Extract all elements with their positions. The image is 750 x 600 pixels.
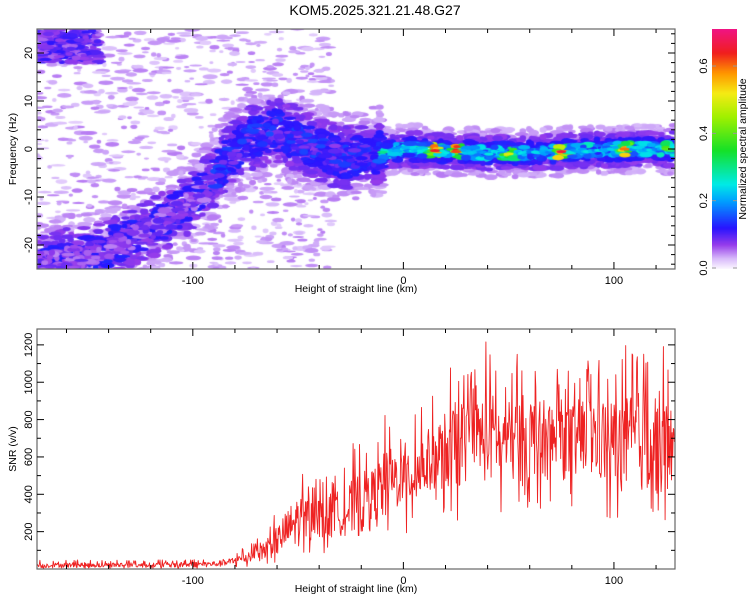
snr-ytick-label: 200 [23, 522, 35, 540]
spectrogram-xtick-label: 0 [400, 275, 406, 287]
snr-ytick-label: 800 [23, 410, 35, 428]
colorbar-tick-label: 0.6 [698, 58, 710, 73]
snr-ylabel: SNR (v/v) [7, 426, 19, 472]
spectrogram-ytick-label: -10 [23, 189, 35, 205]
snr-ytick-label: 1200 [23, 333, 35, 357]
colorbar-tick-label: 0.0 [698, 260, 710, 275]
snr-xtick-label: -100 [182, 575, 204, 587]
colorbar-gradient [712, 29, 737, 269]
snr-xlabel: Height of straight line (km) [295, 583, 418, 595]
colorbar: 0.0 0.2 0.4 0.6 Normalized spectral amplitu… [698, 58, 749, 275]
spectrogram-heatmap [37, 29, 675, 269]
spectrogram-xlabel: Height of straight line (km) [295, 283, 418, 295]
snr-xtick-label: 100 [605, 575, 623, 587]
colorbar-label: Normalized spectral amplitude [737, 78, 749, 219]
spectrogram-ytick-label: 10 [23, 95, 35, 107]
snr-axes: -100 0 100 200 400 600 800 1000 1200 Height of … [7, 328, 676, 595]
snr-ytick-label: 600 [23, 448, 35, 466]
snr-frame [36, 328, 676, 570]
snr-ytick-label: 1000 [23, 370, 35, 394]
spectrogram-xtick-label: 100 [605, 275, 623, 287]
chart-title: KOM5.2025.321.21.48.G27 [289, 2, 461, 18]
snr-ytick-label: 400 [23, 485, 35, 503]
snr-xtick-label: 0 [400, 575, 406, 587]
colorbar-tick-label: 0.2 [698, 193, 710, 208]
spectrogram-ytick-label: 0 [23, 146, 35, 152]
spectrogram-ytick-label: 20 [23, 47, 35, 59]
spectrogram-ylabel: Frequency (Hz) [7, 113, 19, 185]
spectrogram-ytick-label: -20 [23, 237, 35, 253]
spectrogram-frame [36, 28, 676, 270]
spectrogram-xtick-label: -100 [182, 275, 204, 287]
snr-series-line [36, 341, 676, 570]
colorbar-tick-label: 0.4 [698, 126, 710, 141]
